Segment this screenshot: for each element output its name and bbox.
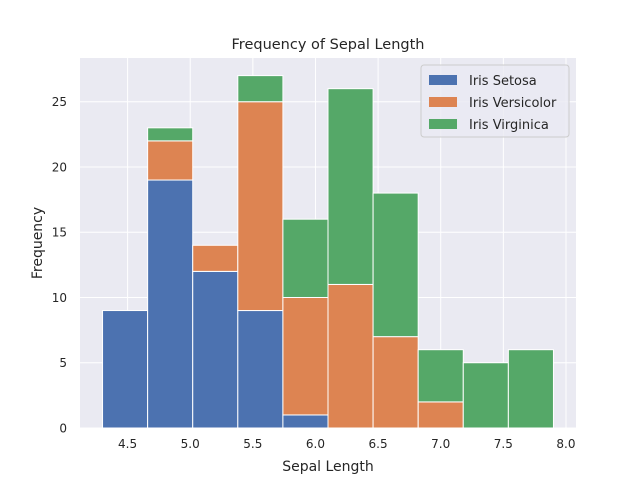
bar-iris-setosa-bin-1 <box>148 180 193 428</box>
legend-label: Iris Versicolor <box>469 96 557 111</box>
legend-label: Iris Setosa <box>469 74 537 89</box>
legend: Iris Setosa Iris Versicolor Iris Virginica <box>421 65 569 137</box>
bar-iris-setosa-bin-0 <box>103 311 148 428</box>
bar-iris-versicolor-bin-5 <box>328 284 373 428</box>
legend-swatch <box>429 97 457 107</box>
chart-title: Frequency of Sepal Length <box>232 37 425 53</box>
y-tick-label: 5 <box>59 356 67 370</box>
bar-iris-versicolor-bin-4 <box>283 297 328 414</box>
x-tick-label: 7.5 <box>494 437 513 451</box>
bar-iris-virginica-bin-7 <box>418 350 463 402</box>
bar-iris-virginica-bin-8 <box>463 363 508 428</box>
y-tick-label: 20 <box>52 160 67 174</box>
bar-iris-virginica-bin-4 <box>283 219 328 297</box>
legend-swatch <box>429 75 457 85</box>
bar-iris-versicolor-bin-1 <box>148 141 193 180</box>
bar-iris-versicolor-bin-6 <box>373 337 418 428</box>
legend-swatch <box>429 119 457 129</box>
y-tick-label: 0 <box>59 422 67 436</box>
bar-iris-versicolor-bin-7 <box>418 402 463 428</box>
bar-iris-virginica-bin-3 <box>238 76 283 102</box>
legend-label: Iris Virginica <box>469 118 549 133</box>
x-tick-label: 5.5 <box>243 437 262 451</box>
y-axis-ticks: 0 5 10 15 20 25 <box>52 95 67 435</box>
bar-iris-setosa-bin-4 <box>283 415 328 428</box>
y-axis-label: Frequency <box>30 207 46 279</box>
x-tick-label: 5.0 <box>181 437 200 451</box>
bar-iris-virginica-bin-1 <box>148 128 193 141</box>
bar-iris-virginica-bin-6 <box>373 193 418 337</box>
bar-iris-virginica-bin-9 <box>508 350 553 428</box>
x-axis-label: Sepal Length <box>282 459 374 475</box>
x-tick-label: 6.5 <box>369 437 388 451</box>
y-tick-label: 10 <box>52 291 67 305</box>
x-tick-label: 6.0 <box>306 437 325 451</box>
bar-iris-versicolor-bin-3 <box>238 102 283 311</box>
x-tick-label: 7.0 <box>431 437 450 451</box>
x-tick-label: 8.0 <box>556 437 575 451</box>
bar-iris-virginica-bin-5 <box>328 89 373 285</box>
bar-iris-versicolor-bin-2 <box>193 245 238 271</box>
y-tick-label: 15 <box>52 226 67 240</box>
y-tick-label: 25 <box>52 95 67 109</box>
bar-iris-setosa-bin-3 <box>238 311 283 428</box>
x-tick-label: 4.5 <box>118 437 137 451</box>
bar-iris-setosa-bin-2 <box>193 271 238 428</box>
x-axis-ticks: 4.5 5.0 5.5 6.0 6.5 7.0 7.5 8.0 <box>118 437 575 451</box>
